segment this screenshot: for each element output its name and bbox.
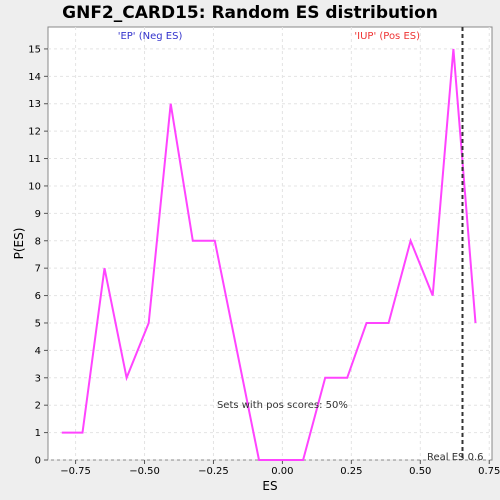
y-tick-label: 10: [28, 181, 41, 192]
x-tick-label: −0.75: [60, 466, 91, 477]
y-tick-label: 1: [35, 428, 41, 439]
y-tick-label: 9: [35, 209, 41, 220]
plot-area: [47, 26, 493, 461]
x-axis-title: ES: [262, 479, 277, 493]
es-distribution-line: [61, 48, 477, 461]
y-tick-label: 13: [28, 99, 41, 110]
y-tick-label: 12: [28, 127, 41, 138]
pos-es-label: 'IUP' (Pos ES): [354, 31, 420, 42]
x-tick-label: −0.25: [198, 466, 229, 477]
x-tick-label: −0.50: [129, 466, 160, 477]
neg-es-label: 'EP' (Neg ES): [118, 31, 183, 42]
y-tick-label: 15: [28, 44, 41, 55]
y-axis-title: P(ES): [12, 228, 26, 260]
x-tick-label: 0.25: [340, 466, 362, 477]
y-tick-label: 3: [35, 373, 41, 384]
x-tick-label: 0.00: [271, 466, 293, 477]
y-tick-label: 8: [35, 236, 41, 247]
real-es-label: Real ES 0.6: [427, 452, 483, 463]
grid: [48, 27, 492, 461]
chart-title: GNF2_CARD15: Random ES distribution: [62, 3, 438, 23]
x-tick-label: 0.50: [409, 466, 431, 477]
y-tick-label: 4: [35, 346, 41, 357]
x-tick-label: 0.75: [478, 466, 500, 477]
y-tick-label: 7: [35, 264, 41, 275]
y-tick-label: 2: [35, 401, 41, 412]
y-tick-label: 5: [35, 318, 41, 329]
y-tick-label: 14: [28, 72, 41, 83]
y-tick-label: 0: [35, 456, 41, 467]
series-group: [61, 48, 477, 461]
pos-scores-label: Sets with pos scores: 50%: [217, 400, 348, 411]
y-tick-label: 6: [35, 291, 41, 302]
y-tick-label: 11: [28, 154, 41, 165]
